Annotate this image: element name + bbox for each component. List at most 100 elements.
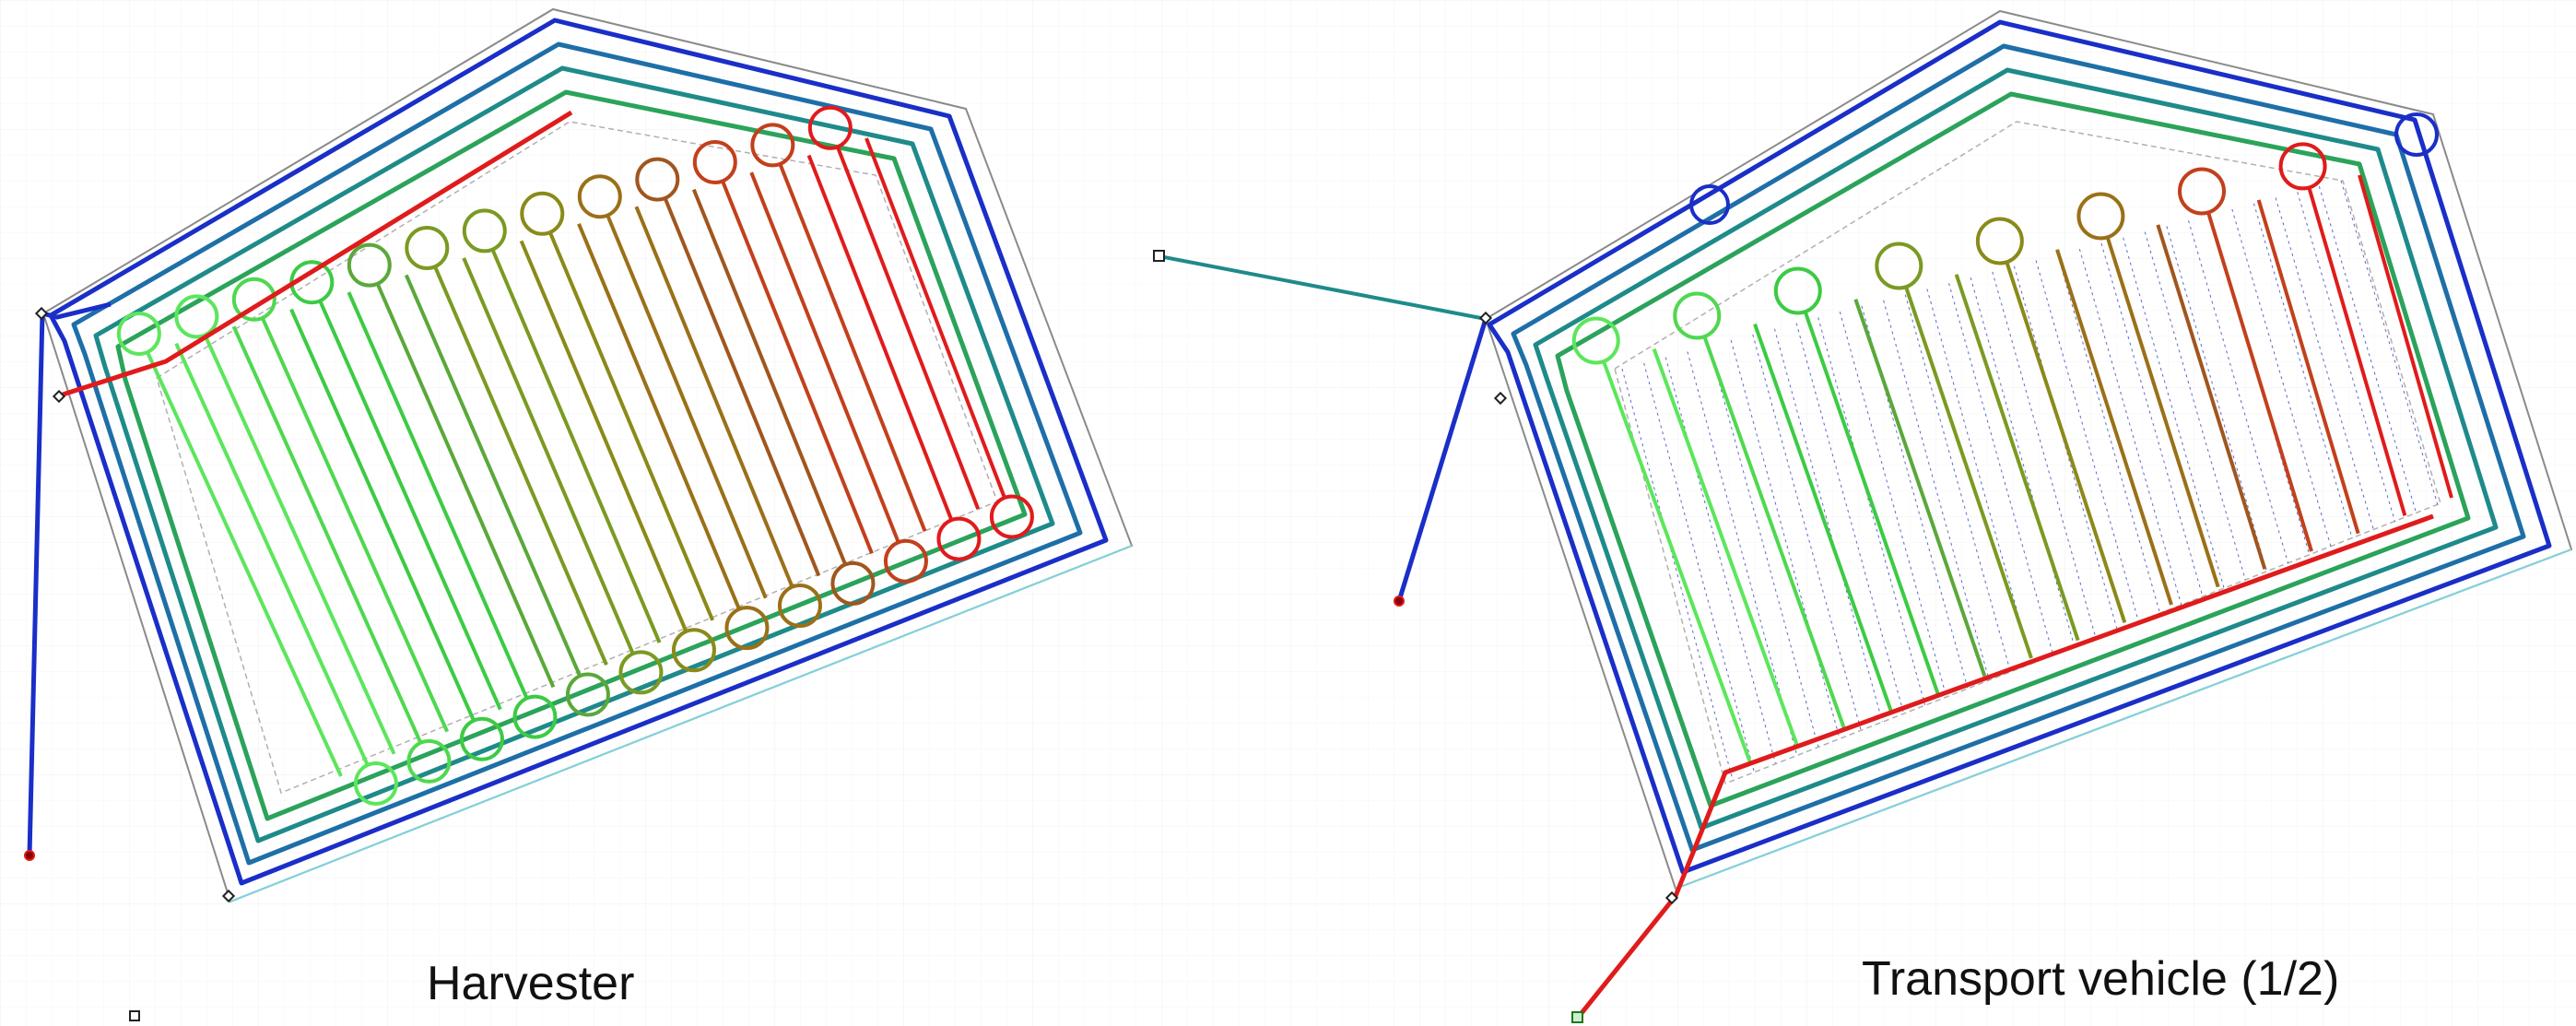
- field-track: [347, 291, 529, 700]
- field-boundary: [41, 7, 1134, 903]
- turn-loop: [1975, 217, 2024, 265]
- guide-line: [1926, 289, 2033, 664]
- turn-loop: [174, 294, 219, 339]
- turn-loop: [459, 716, 504, 761]
- turn-loop: [989, 494, 1034, 539]
- turn-loop: [777, 583, 822, 628]
- diamond-node-icon: [34, 306, 49, 321]
- field-track: [1753, 323, 1893, 713]
- headland-ring-2: [71, 41, 1083, 866]
- guide-line: [1883, 300, 1990, 680]
- guide-line: [1992, 271, 2097, 639]
- guide-line: [1817, 317, 1926, 705]
- field-track: [490, 248, 662, 643]
- turn-loop: [883, 538, 928, 584]
- turn-loop: [1773, 266, 1822, 315]
- turn-loop: [1875, 242, 1923, 290]
- field-track: [404, 274, 582, 678]
- headland-ring-2: [1511, 43, 2526, 853]
- field-track: [691, 188, 848, 566]
- field-track: [634, 206, 794, 588]
- headland-ring-1: [48, 18, 1109, 886]
- field-track: [2105, 236, 2220, 588]
- field-track: [318, 300, 502, 711]
- guide-line: [1904, 294, 2011, 672]
- inner-work-area: [1614, 121, 2441, 785]
- headland-rings: [1487, 19, 2552, 875]
- field-track: [231, 325, 423, 744]
- diamond-node-icon: [221, 889, 236, 903]
- field-track: [2005, 261, 2127, 623]
- field-track: [2055, 249, 2173, 606]
- field-track: [174, 342, 370, 766]
- headland-ring-3: [93, 65, 1055, 843]
- field-track: [375, 282, 556, 689]
- field-track: [806, 154, 954, 521]
- field-track: [2156, 224, 2267, 570]
- field-boundary: [1484, 9, 2573, 890]
- field-track: [2358, 174, 2453, 499]
- diamond-node-icon: [1478, 311, 1493, 325]
- field-track: [663, 197, 821, 577]
- turn-loop: [2278, 142, 2327, 191]
- field-track: [203, 334, 396, 755]
- guide-line: [1709, 346, 1819, 748]
- guide-line: [2188, 220, 2289, 564]
- headland-ring-1: [1487, 19, 2552, 875]
- turn-loop: [520, 191, 565, 236]
- field-edge-accent: [1675, 548, 2572, 890]
- field-track: [1954, 274, 2080, 642]
- transport-tracks: [1571, 142, 2453, 766]
- field-track: [1853, 299, 1987, 677]
- field-track: [260, 317, 450, 733]
- turn-loop: [512, 694, 558, 739]
- field-track: [1904, 286, 2033, 659]
- turn-loop: [565, 672, 610, 717]
- headland-ring-3: [1533, 67, 2499, 831]
- turn-loop: [405, 225, 450, 270]
- headland-ring-4: [115, 89, 1028, 821]
- guide-line: [2231, 208, 2332, 548]
- field-track: [146, 351, 343, 777]
- guide-line: [2340, 180, 2439, 506]
- harvester-exit-path: [62, 110, 573, 397]
- turn-loop: [577, 174, 622, 219]
- guide-line: [1795, 323, 1904, 713]
- guide-line: [2166, 226, 2268, 572]
- field-track: [749, 171, 900, 544]
- guide-line: [2297, 192, 2396, 523]
- headland-rings: [48, 18, 1109, 886]
- field-track: [519, 240, 688, 632]
- diamond-node-icon: [1664, 890, 1679, 905]
- field-track: [577, 223, 741, 610]
- field-track: [721, 180, 874, 555]
- turn-loop: [724, 606, 770, 651]
- turn-loop: [936, 516, 982, 561]
- guide-line: [2123, 237, 2225, 589]
- turn-loop: [347, 242, 392, 288]
- turn-loop: [406, 738, 452, 784]
- field-track: [1652, 348, 1800, 749]
- guide-line: [1839, 312, 1947, 697]
- field-track: [778, 163, 927, 532]
- inner-work-area: [156, 121, 998, 795]
- turn-loop: [618, 650, 664, 695]
- field-track: [835, 146, 981, 510]
- turn-loop: [353, 761, 398, 806]
- harvester-approach-path: [27, 301, 112, 856]
- harvester-panel-label: Harvester: [427, 957, 635, 1010]
- turn-loop: [462, 208, 507, 254]
- guide-line: [1730, 339, 1841, 738]
- field-track: [2206, 211, 2313, 552]
- diamond-node-icon: [52, 389, 66, 404]
- turn-loop: [116, 311, 161, 356]
- field-track: [289, 308, 476, 722]
- field-track: [2307, 186, 2407, 516]
- field-track: [433, 265, 608, 666]
- field-edge-accent: [229, 545, 1133, 902]
- harvester-panel: [24, 7, 1134, 1021]
- field-track: [606, 214, 768, 599]
- red-dot-icon: [1394, 596, 1405, 607]
